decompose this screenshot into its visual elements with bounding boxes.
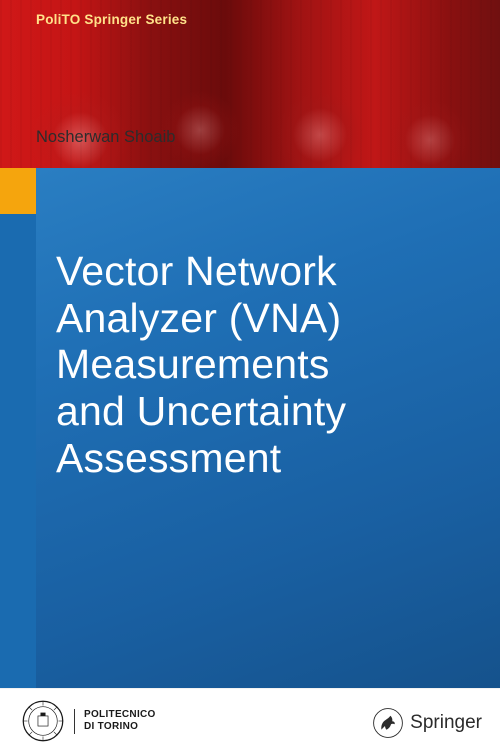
title-line: Vector Network (56, 248, 337, 294)
book-title: Vector Network Analyzer (VNA) Measuremen… (56, 248, 476, 482)
springer-horse-icon (373, 708, 403, 738)
title-line: and Uncertainty (56, 388, 346, 434)
series-label: PoliTO Springer Series (36, 12, 187, 27)
institution-block: POLITECNICO DI TORINO (22, 700, 156, 742)
bottom-band: POLITECNICO DI TORINO Springer (0, 688, 500, 753)
publisher-block: Springer (373, 708, 482, 738)
title-line: Analyzer (VNA) (56, 295, 341, 341)
institution-line: POLITECNICO (84, 709, 156, 720)
title-line: Assessment (56, 435, 281, 481)
accent-block (0, 168, 36, 214)
book-cover: PoliTO Springer Series Nosherwan Shoaib … (0, 0, 500, 753)
author-name: Nosherwan Shoaib (36, 128, 175, 147)
institution-line: DI TORINO (84, 721, 138, 732)
institution-seal-icon (22, 700, 64, 742)
publisher-name: Springer (410, 712, 482, 734)
title-line: Measurements (56, 341, 330, 387)
institution-name: POLITECNICO DI TORINO (74, 709, 156, 734)
